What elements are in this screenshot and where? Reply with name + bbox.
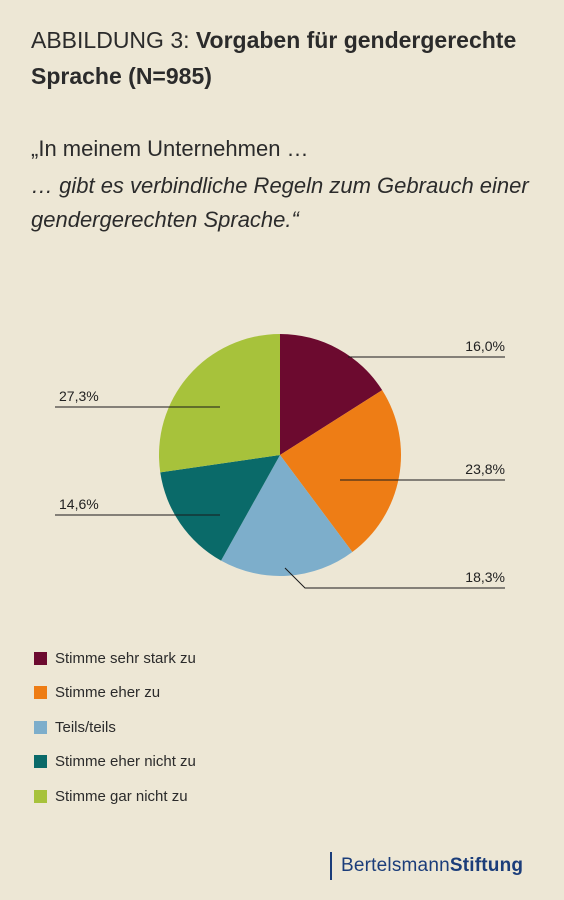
legend-item: Teils/teils (34, 715, 196, 739)
legend-label: Stimme eher zu (55, 684, 161, 701)
figure-title-text: Vorgaben für gendergerechte Sprache (N=9… (31, 27, 517, 89)
chart-legend: Stimme sehr stark zu Stimme eher zu Teils/… (34, 646, 196, 819)
pie-slice-4 (160, 455, 280, 561)
data-label-5: 27,3% (59, 388, 99, 404)
figure-title: ABBILDUNG 3: Vorgaben für gendergerechte… (31, 22, 531, 94)
bertelsmann-stiftung-logo: Bertelsmann Stiftung (330, 852, 523, 880)
brand-part-2: Stiftung (449, 855, 524, 876)
question-line-2: … gibt es verbindliche Regeln zum Gebrau… (31, 173, 529, 232)
legend-swatch (34, 755, 47, 768)
pie-slice-2 (280, 390, 401, 552)
legend-item: Stimme gar nicht zu (34, 784, 196, 808)
legend-label: Stimme eher nicht zu (55, 753, 196, 770)
legend-item: Stimme eher zu (34, 681, 196, 705)
question-line-1: „In meinem Unternehmen … (31, 136, 309, 161)
pie-slice-1 (280, 334, 383, 455)
legend-swatch (34, 651, 47, 665)
figure-prefix: ABBILDUNG 3: (31, 27, 196, 53)
pie-slice-5 (159, 334, 280, 473)
data-label-4: 14,6% (59, 496, 99, 512)
brand-part-1: Bertelsmann (341, 855, 450, 876)
legend-swatch (34, 686, 47, 699)
pie-slice-3 (221, 455, 353, 576)
legend-label: Teils/teils (55, 718, 116, 736)
pie-chart: 16,0% 23,8% 18,3% 14,6% 27,3% (55, 334, 505, 589)
data-label-3: 18,3% (465, 569, 505, 585)
data-label-1: 16,0% (465, 338, 505, 354)
data-label-2: 23,8% (465, 461, 505, 477)
leader-line-3 (284, 567, 505, 589)
legend-item: Stimme eher nicht zu (34, 750, 196, 774)
legend-label: Stimme gar nicht zu (55, 787, 188, 805)
legend-label: Stimme sehr stark zu (55, 649, 196, 667)
legend-item: Stimme sehr stark zu (34, 646, 196, 670)
legend-swatch (34, 720, 47, 734)
legend-swatch (34, 789, 47, 803)
